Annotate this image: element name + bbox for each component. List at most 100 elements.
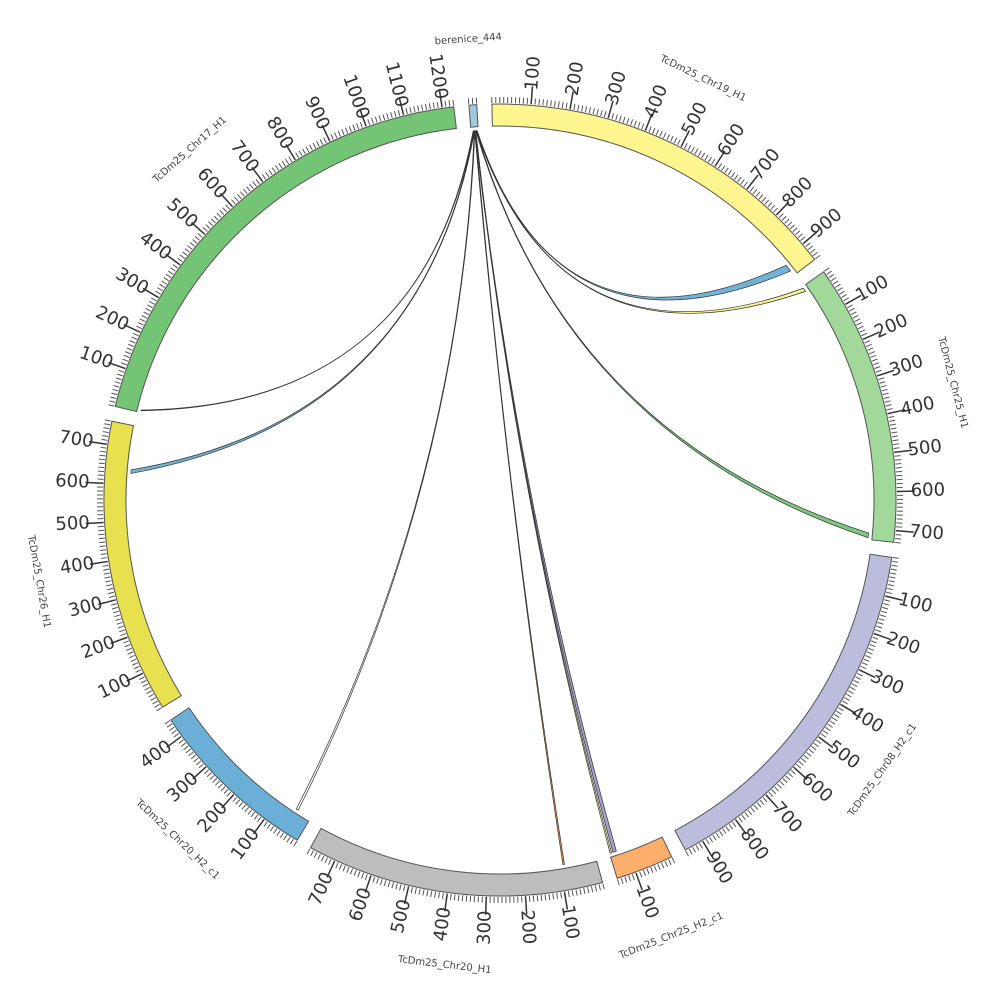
segment-label: TcDm25_Chr25_H2_c1 <box>617 911 725 962</box>
major-tick <box>108 361 126 370</box>
minor-tick <box>797 233 803 239</box>
minor-tick <box>666 134 670 141</box>
minor-tick <box>430 890 433 898</box>
minor-tick <box>691 146 695 153</box>
minor-tick <box>725 826 730 832</box>
minor-tick <box>166 723 173 728</box>
minor-tick <box>842 700 848 705</box>
minor-tick <box>882 392 889 396</box>
minor-tick <box>577 104 580 111</box>
minor-tick <box>206 772 212 778</box>
minor-tick <box>886 408 893 411</box>
tick-label: 600 <box>193 164 232 204</box>
tick-label: 1200 <box>424 52 451 100</box>
minor-tick <box>856 322 863 326</box>
minor-tick <box>112 610 120 614</box>
minor-tick <box>113 385 120 388</box>
minor-tick <box>755 191 761 197</box>
link-TcDm25_Chr25_H1 <box>475 130 869 539</box>
minor-tick <box>853 679 860 684</box>
minor-tick <box>185 748 192 754</box>
minor-tick <box>449 893 452 900</box>
minor-tick <box>889 423 896 426</box>
minor-tick <box>348 126 352 133</box>
minor-tick <box>386 113 389 120</box>
minor-tick <box>870 640 877 644</box>
minor-tick <box>888 415 895 419</box>
minor-tick <box>338 863 343 870</box>
minor-tick <box>344 127 349 134</box>
minor-tick <box>434 891 437 898</box>
minor-tick <box>637 121 641 128</box>
major-tick <box>635 872 643 891</box>
minor-tick <box>884 599 891 602</box>
minor-tick <box>255 178 261 185</box>
minor-tick <box>560 892 562 899</box>
major-tick <box>359 109 367 127</box>
minor-tick <box>114 614 121 618</box>
minor-tick <box>581 105 584 112</box>
minor-tick <box>824 267 830 272</box>
minor-tick <box>391 882 394 889</box>
minor-tick <box>234 196 239 202</box>
minor-tick <box>887 584 894 587</box>
minor-tick <box>104 423 111 426</box>
minor-tick <box>668 859 672 866</box>
minor-tick <box>208 221 214 227</box>
minor-tick <box>856 672 863 677</box>
minor-tick <box>631 874 635 881</box>
minor-tick <box>868 351 875 355</box>
tick-label: 500 <box>678 99 712 139</box>
minor-tick <box>890 568 897 571</box>
minor-tick <box>120 633 127 637</box>
minor-tick <box>238 801 244 808</box>
minor-tick <box>235 799 241 805</box>
minor-tick <box>740 179 745 185</box>
minor-tick <box>758 194 764 200</box>
major-tick <box>252 818 265 835</box>
minor-tick <box>140 679 147 684</box>
major-tick <box>219 192 234 208</box>
minor-tick <box>139 318 146 323</box>
minor-tick <box>705 838 710 845</box>
minor-tick <box>730 172 736 178</box>
minor-tick <box>213 215 219 221</box>
minor-tick <box>193 757 199 763</box>
minor-tick <box>157 287 163 292</box>
minor-tick <box>767 202 773 208</box>
minor-tick <box>546 99 548 106</box>
minor-tick <box>815 254 821 260</box>
minor-tick <box>847 690 854 695</box>
tick-label: 100 <box>557 904 583 941</box>
minor-tick <box>452 99 455 106</box>
minor-tick <box>870 354 877 358</box>
minor-tick <box>357 871 361 878</box>
minor-tick <box>741 814 746 820</box>
minor-tick <box>878 377 885 381</box>
minor-tick <box>177 257 183 263</box>
major-tick <box>746 174 759 190</box>
major-tick <box>398 97 405 116</box>
major-tick <box>364 875 372 893</box>
minor-tick <box>673 137 678 144</box>
tick-label: 1100 <box>381 60 412 110</box>
minor-tick <box>103 427 110 430</box>
minor-tick <box>863 658 870 662</box>
minor-tick <box>881 388 888 392</box>
major-tick <box>251 166 264 183</box>
minor-tick <box>148 693 154 698</box>
minor-tick <box>159 283 165 288</box>
major-tick <box>802 231 818 245</box>
minor-tick <box>110 396 117 400</box>
tick-label: 100 <box>896 589 934 618</box>
minor-tick <box>165 273 172 279</box>
minor-tick <box>161 280 168 285</box>
minor-tick <box>715 832 720 839</box>
minor-tick <box>426 890 429 897</box>
major-tick <box>444 893 448 912</box>
minor-tick <box>266 823 271 830</box>
minor-tick <box>670 135 674 142</box>
minor-tick <box>888 580 895 583</box>
minor-tick <box>265 171 270 178</box>
minor-tick <box>306 848 311 855</box>
